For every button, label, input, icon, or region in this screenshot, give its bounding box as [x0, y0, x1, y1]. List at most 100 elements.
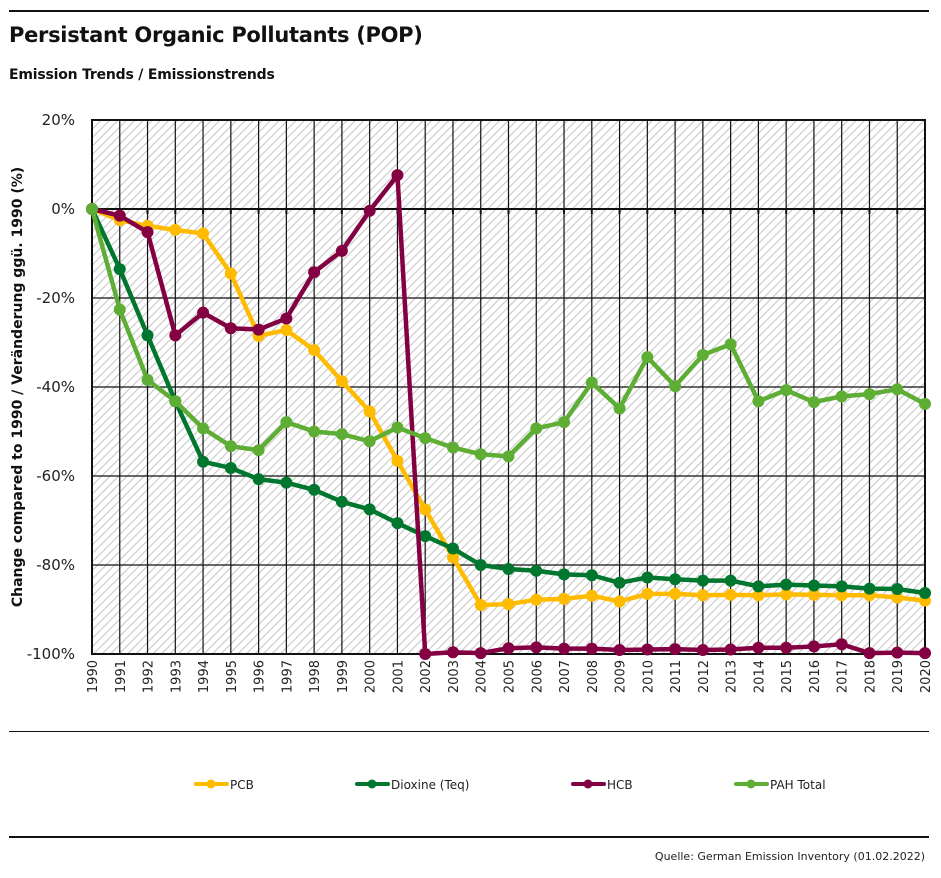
legend-item-dioxine-teq: Dioxine (Teq): [355, 778, 469, 792]
x-tick-label: 1990: [86, 660, 101, 693]
data-point-pah-total: [141, 373, 154, 386]
data-point-pah-total: [919, 397, 931, 410]
data-point-hcb: [863, 647, 876, 660]
data-point-hcb: [141, 226, 154, 239]
data-point-hcb: [308, 266, 321, 279]
x-tick-label: 2005: [503, 660, 518, 693]
data-point-pah-total: [419, 432, 432, 445]
data-point-pah-total: [280, 416, 293, 429]
data-point-pah-total: [224, 440, 237, 453]
data-point-hcb: [474, 647, 487, 660]
x-tick-label: 2016: [808, 660, 823, 693]
data-point-dioxine-teq: [419, 530, 432, 543]
data-point-pcb: [502, 598, 515, 611]
data-point-pcb: [558, 592, 571, 605]
data-point-pcb: [752, 589, 765, 602]
data-point-dioxine-teq: [113, 263, 126, 276]
y-tick-label: 0%: [51, 200, 75, 218]
data-point-dioxine-teq: [891, 583, 904, 596]
data-point-pah-total: [474, 448, 487, 461]
x-tick-label: 2007: [558, 660, 573, 693]
data-point-hcb: [641, 643, 654, 656]
data-point-dioxine-teq: [363, 503, 376, 516]
data-point-pcb: [335, 375, 348, 388]
data-point-hcb: [446, 646, 459, 659]
data-point-pcb: [696, 589, 709, 602]
data-point-dioxine-teq: [669, 573, 682, 586]
data-point-dioxine-teq: [502, 563, 515, 576]
data-point-pah-total: [724, 338, 737, 351]
data-point-hcb: [502, 642, 515, 655]
data-point-pah-total: [613, 402, 626, 415]
data-point-pcb: [169, 223, 182, 236]
data-point-pah-total: [363, 435, 376, 448]
data-point-dioxine-teq: [613, 576, 626, 589]
chart-title: Persistant Organic Pollutants (POP): [9, 23, 423, 47]
x-tick-label: 1995: [225, 660, 240, 693]
y-tick-label: -80%: [36, 556, 75, 574]
data-point-pcb: [669, 587, 682, 600]
bottom-rule: [9, 836, 929, 838]
data-point-pah-total: [391, 421, 404, 434]
data-point-pcb: [280, 324, 293, 337]
series-hcb: [86, 169, 931, 660]
data-point-pcb: [891, 591, 904, 604]
y-tick-label: -60%: [36, 467, 75, 485]
middle-rule: [9, 731, 929, 732]
legend-label: Dioxine (Teq): [391, 778, 469, 792]
data-point-pah-total: [780, 384, 793, 397]
data-point-dioxine-teq: [752, 580, 765, 593]
data-point-pcb: [724, 588, 737, 601]
data-point-dioxine-teq: [335, 495, 348, 508]
x-tick-label: 2013: [725, 660, 740, 693]
data-point-hcb: [807, 640, 820, 653]
x-axis-ticks: 1990 1991 1992 1993 1994 1995 1996 1997 1998 1999…: [86, 660, 934, 693]
series-pah-total: [86, 203, 931, 463]
series-layer: [86, 169, 931, 660]
x-tick-label: 2011: [669, 660, 684, 693]
data-point-pah-total: [585, 376, 598, 389]
data-point-hcb: [224, 322, 237, 335]
data-point-hcb: [835, 638, 848, 651]
x-tick-label: 2019: [891, 660, 906, 693]
data-point-hcb: [891, 646, 904, 659]
data-point-pcb: [446, 551, 459, 564]
data-point-pcb: [197, 227, 210, 240]
data-point-pcb: [474, 599, 487, 612]
legend-item-pcb: PCB: [194, 778, 254, 792]
data-point-dioxine-teq: [863, 582, 876, 595]
data-point-hcb: [724, 643, 737, 656]
data-point-hcb: [169, 329, 182, 342]
x-tick-label: 1998: [308, 660, 323, 693]
data-point-pah-total: [641, 351, 654, 364]
data-point-pcb: [585, 589, 598, 602]
data-point-pah-total: [752, 395, 765, 408]
data-point-pah-total: [169, 395, 182, 408]
data-point-hcb: [752, 641, 765, 654]
x-tick-label: 2003: [447, 660, 462, 693]
data-point-dioxine-teq: [280, 476, 293, 489]
legend-label: HCB: [607, 778, 633, 792]
data-point-hcb: [696, 643, 709, 656]
y-tick-label: -20%: [36, 289, 75, 307]
chart-subtitle: Emission Trends / Emissionstrends: [9, 67, 275, 83]
x-tick-label: 2018: [863, 660, 878, 693]
data-point-dioxine-teq: [141, 329, 154, 342]
data-point-pcb: [308, 344, 321, 357]
data-point-dioxine-teq: [197, 455, 210, 468]
data-point-pah-total: [835, 390, 848, 403]
data-point-pah-total: [308, 425, 321, 438]
data-point-dioxine-teq: [807, 579, 820, 592]
data-point-dioxine-teq: [558, 568, 571, 581]
data-point-pah-total: [197, 422, 210, 435]
data-point-hcb: [391, 169, 404, 182]
data-point-pcb: [641, 587, 654, 600]
x-tick-label: 2002: [419, 660, 434, 693]
data-point-hcb: [252, 323, 265, 336]
data-point-dioxine-teq: [724, 574, 737, 587]
data-point-hcb: [197, 306, 210, 319]
x-tick-label: 1999: [336, 660, 351, 693]
data-point-hcb: [558, 642, 571, 655]
x-tick-label: 2012: [697, 660, 712, 693]
